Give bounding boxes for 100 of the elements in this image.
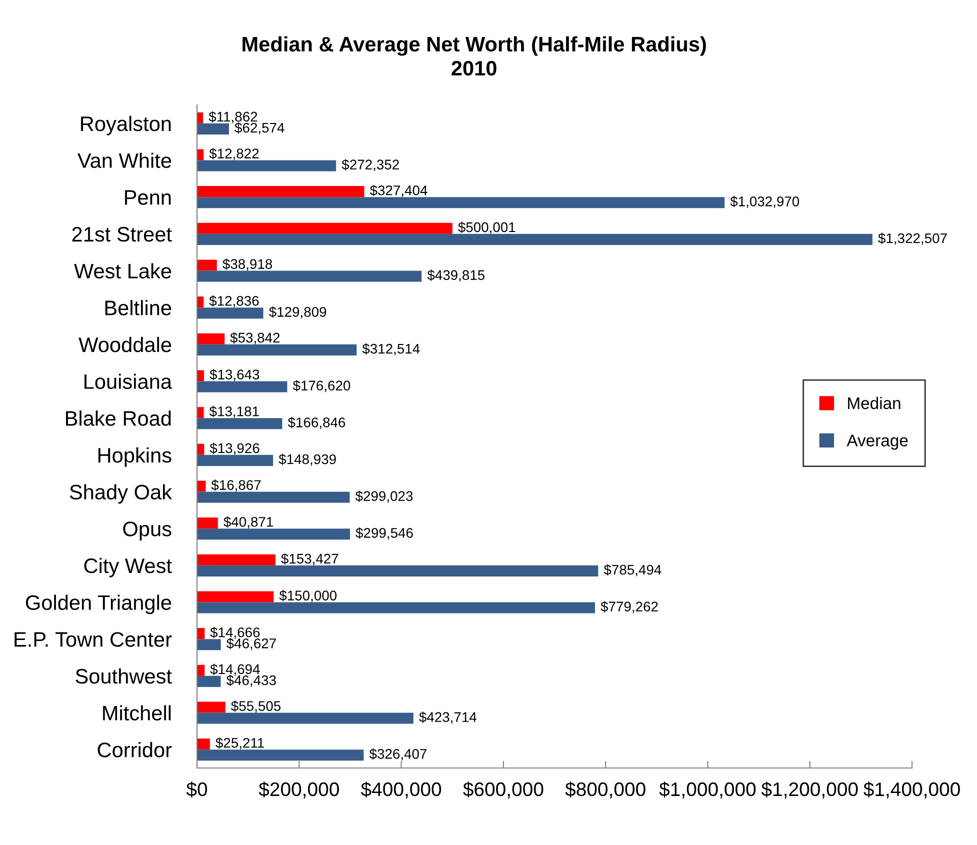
bar [197,418,282,430]
bar [197,528,350,540]
bar [197,664,205,676]
data-label: $129,809 [269,306,326,318]
x-tick-label: $400,000 [360,782,442,798]
data-label: $62,574 [234,122,284,134]
data-label: $55,505 [231,700,281,713]
y-tick-label: West Lake [74,263,172,279]
x-tick-label: $1,400,000 [864,782,960,798]
bar [197,370,204,382]
y-tick-label: Beltline [105,300,172,316]
data-label: $1,322,507 [878,232,947,245]
bar [197,602,595,614]
data-label: $153,427 [281,553,338,566]
bar [197,123,229,134]
x-tick-label: $0 [186,782,208,798]
data-label: $150,000 [279,590,337,602]
data-label: $272,352 [342,159,399,172]
y-tick-label: Opus [123,522,172,540]
x-tick-label: $600,000 [463,782,544,798]
data-label: $16,867 [211,480,261,492]
x-tick-label: $1,000,000 [659,782,756,798]
data-label: $423,714 [419,712,476,724]
y-tick-label: Hopkins [98,447,172,467]
bar [197,344,357,356]
data-label: $500,001 [458,222,516,234]
data-label: $148,939 [278,454,336,466]
data-label: $12,836 [209,295,259,308]
bar [197,591,274,602]
y-tick-label: Penn [125,190,171,205]
y-tick-label: City West [84,558,172,578]
bar [197,518,218,529]
data-label: $12,822 [209,148,259,160]
data-label: $1,032,970 [730,196,800,208]
data-label: $779,262 [600,601,658,614]
data-label: $299,023 [355,490,413,503]
y-tick-label: Louisiana [84,374,172,390]
bar [197,676,221,687]
data-label: $46,627 [226,638,276,650]
bar [197,480,206,492]
bar [197,260,217,271]
y-tick-label: Blake Road [66,410,171,426]
data-label: $166,846 [288,416,346,429]
bar [197,149,204,160]
data-label: $439,815 [427,270,485,282]
data-label: $13,181 [209,406,259,418]
data-label: $40,871 [224,516,273,528]
data-label: $38,918 [222,258,272,271]
bar [197,750,364,761]
bar [197,381,288,392]
data-label: $14,666 [210,626,260,639]
legend-label: Average [846,434,908,450]
bar [197,565,598,576]
data-label: $13,926 [210,442,260,455]
y-tick-label: Corridor [98,742,172,758]
data-label: $14,694 [210,664,260,676]
data-label: $176,620 [292,380,350,392]
bar [197,454,274,466]
data-label: $11,862 [208,111,258,124]
bar [197,160,336,172]
bar [197,738,210,750]
bar [197,296,204,308]
bar [197,492,350,503]
x-tick-label: $1,200,000 [761,782,858,798]
bar [197,702,226,713]
data-label: $13,643 [210,369,260,382]
bar [197,333,224,344]
bar [197,222,452,234]
data-label: $299,546 [356,527,413,540]
y-tick-label: Mitchell [103,705,171,721]
bar [197,270,422,282]
y-tick-label: E.P. Town Center [14,632,172,647]
data-label: $785,494 [604,564,662,576]
legend-label: Median [848,396,900,410]
data-label: $25,211 [216,737,264,750]
x-tick-label: $200,000 [258,782,339,798]
y-tick-label: Royalston [81,116,171,136]
y-tick-label: Golden Triangle [26,594,172,614]
data-label: $327,404 [370,184,428,197]
data-label: $312,514 [362,343,420,356]
bar [197,639,221,650]
bar [197,444,204,455]
y-tick-label: Van White [78,152,172,168]
bar [197,712,414,724]
data-label: $326,407 [369,748,426,760]
data-label: $46,433 [226,674,276,687]
x-tick-label: $800,000 [565,782,646,798]
bar [197,308,264,319]
chart-title: Median & Average Net Worth (Half-Mile Radius) 2010 [242,36,706,76]
bar [197,554,276,566]
data-label: $53,842 [230,332,280,344]
bar [197,628,204,640]
y-tick-label: 21st Street [72,226,172,242]
y-tick-label: Shady Oak [70,484,172,504]
bar [197,234,872,245]
bar [197,112,204,124]
y-tick-label: Southwest [76,668,172,684]
y-tick-label: Wooddale [78,336,172,352]
bar [197,186,364,198]
bar [197,197,725,208]
